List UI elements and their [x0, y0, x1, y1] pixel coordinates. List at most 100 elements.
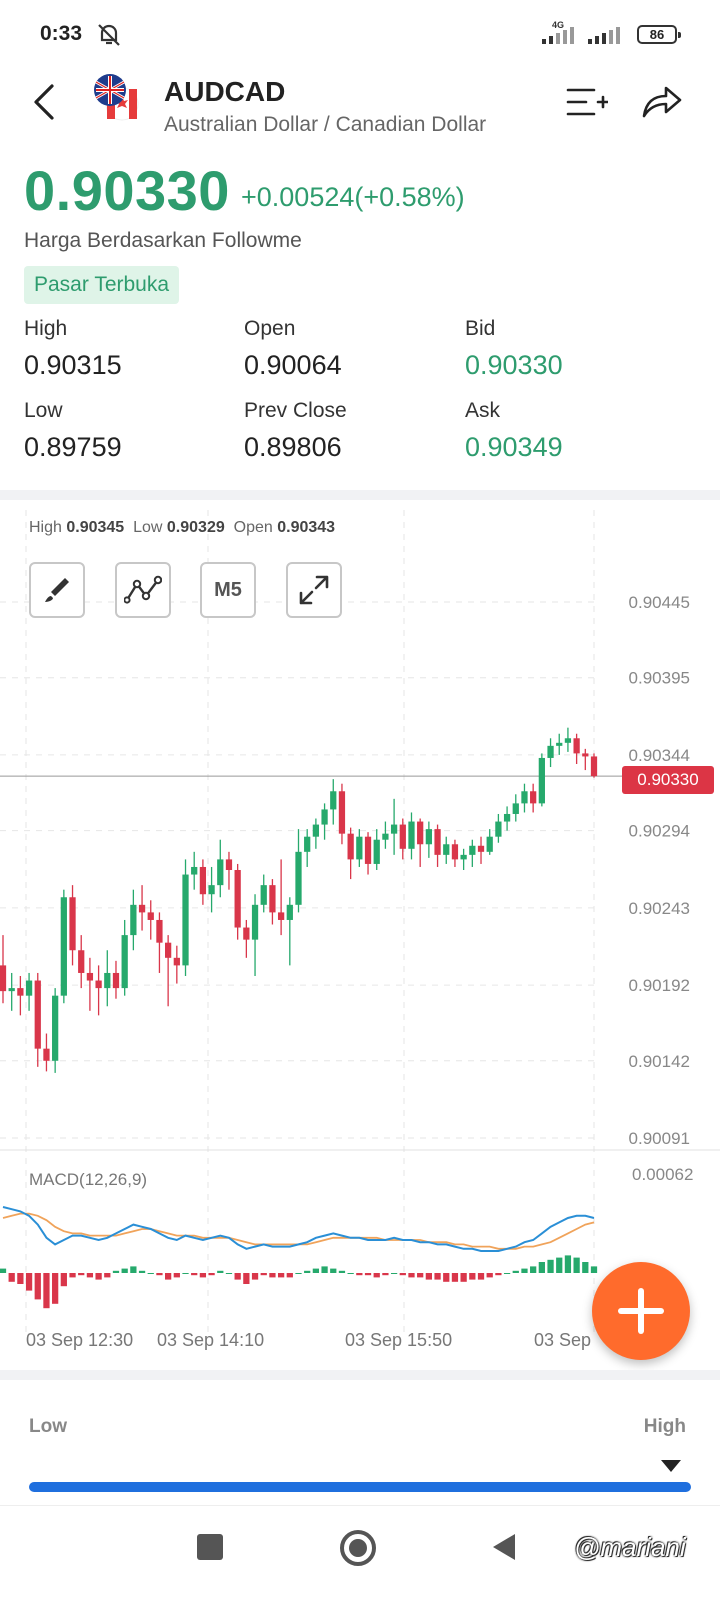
macd-histogram-bar [277, 1273, 285, 1278]
add-to-watchlist-icon[interactable] [566, 84, 608, 120]
add-order-button[interactable] [592, 1262, 690, 1360]
candle-body [556, 742, 563, 746]
y-tick-label: 0.90344 [629, 746, 690, 765]
macd-histogram-bar [69, 1273, 76, 1278]
candle-body [173, 957, 180, 966]
macd-histogram-bar [173, 1273, 180, 1278]
macd-histogram-bar [477, 1273, 485, 1280]
candle-body [269, 885, 276, 913]
macd-histogram-bar [130, 1266, 137, 1273]
home-icon[interactable] [340, 1530, 376, 1566]
y-tick-label: 0.90445 [629, 593, 690, 612]
macd-histogram-bar [191, 1273, 198, 1276]
range-low-label: Low [29, 1416, 67, 1437]
indicator-button[interactable] [115, 562, 171, 618]
macd-histogram-bar [286, 1273, 293, 1278]
status-bar: 0:33 4G 86 [0, 0, 720, 70]
macd-histogram-bar [156, 1273, 163, 1276]
macd-histogram-bar [34, 1273, 41, 1300]
candle-body [347, 833, 354, 860]
bell-off-icon [98, 24, 120, 46]
x-tick-label: 03 Sep [534, 1330, 591, 1350]
candle-body [95, 980, 102, 989]
candle-body [512, 803, 519, 814]
macd-histogram-bar [321, 1266, 328, 1273]
macd-histogram-bar [104, 1273, 111, 1278]
candle-body [165, 942, 172, 958]
price-change: +0.00524(+0.58%) [241, 182, 465, 212]
candle-body [243, 927, 250, 940]
x-tick-label: 03 Sep 14:10 [157, 1330, 264, 1350]
candle-body [582, 753, 589, 757]
draw-tool-button[interactable] [29, 562, 85, 618]
fullscreen-button[interactable] [286, 562, 342, 618]
candle-body [78, 950, 85, 973]
macd-histogram-bar [425, 1273, 432, 1280]
stat-high-value: 0.90315 [24, 350, 122, 380]
macd-histogram-bar [95, 1273, 102, 1280]
macd-line [2, 1206, 595, 1252]
candle-body [69, 897, 76, 951]
candle-body [25, 980, 33, 996]
stat-bid-label: Bid [465, 317, 496, 340]
signal-icon [542, 27, 574, 44]
candle-body [451, 844, 459, 860]
macd-histogram-bar [451, 1273, 459, 1282]
symbol-title: AUDCAD [164, 76, 286, 107]
y-tick-label: 0.90192 [629, 976, 690, 995]
ohlc-low-label: Low [133, 519, 163, 536]
candle-body [277, 912, 285, 920]
brush-icon [45, 578, 69, 602]
candle-body [260, 885, 267, 905]
y-tick-label: 0.90395 [629, 669, 690, 688]
y-tick-label: 0.90243 [629, 899, 690, 918]
macd-histogram-bar [503, 1273, 511, 1274]
candle-body [530, 791, 537, 804]
macd-histogram-bar [217, 1270, 224, 1273]
macd-histogram-bar [304, 1270, 311, 1273]
status-time: 0:33 [40, 22, 83, 45]
macd-histogram-bar [260, 1273, 267, 1276]
macd-histogram-bar [356, 1273, 363, 1276]
recent-apps-icon[interactable] [197, 1534, 223, 1560]
share-icon[interactable] [640, 82, 682, 120]
nav-back-icon[interactable] [493, 1534, 515, 1560]
candle-body [295, 851, 302, 905]
macd-histogram-bar [43, 1273, 50, 1309]
macd-histogram-bar [338, 1270, 346, 1273]
macd-histogram-bar [112, 1270, 120, 1273]
price-chart[interactable]: 0.90445 0.90395 0.90344 0.90294 0.90243 0.901… [0, 500, 720, 1370]
line-chart-icon [124, 575, 162, 604]
candle-body [399, 824, 406, 849]
macd-histogram-bar [295, 1273, 302, 1274]
macd-axis-top: 0.00062 [632, 1165, 694, 1184]
candle-body [234, 870, 241, 928]
candle-body [564, 738, 572, 743]
macd-histogram-bar [486, 1273, 493, 1278]
macd-histogram-bar [208, 1273, 215, 1276]
timeframe-button[interactable]: M5 [200, 562, 256, 618]
price-source: Harga Berdasarkan Followme [24, 229, 302, 252]
candle-body [0, 965, 7, 992]
candle-body [573, 738, 580, 754]
candle-body [52, 995, 59, 1061]
back-arrow-icon[interactable] [28, 78, 64, 126]
macd-histogram-bar [225, 1273, 233, 1274]
candle-body [408, 821, 415, 849]
macd-histogram-bar [330, 1268, 337, 1273]
candle-body [356, 836, 363, 860]
stat-open-label: Open [244, 317, 296, 340]
y-tick-label: 0.90294 [629, 822, 690, 841]
candle-body [208, 885, 215, 895]
candle-body [460, 854, 467, 860]
section-divider [0, 1370, 720, 1380]
candle-body [364, 836, 372, 864]
macd-histogram-bar [165, 1273, 172, 1280]
macd-histogram-bar [417, 1273, 424, 1278]
range-high-label: High [643, 1416, 686, 1437]
macd-histogram-bar [86, 1273, 94, 1278]
current-price-tag: 0.90330 [622, 766, 714, 794]
macd-histogram-bar [121, 1268, 128, 1273]
macd-histogram-bar [60, 1273, 67, 1287]
macd-histogram-bar [234, 1273, 241, 1280]
